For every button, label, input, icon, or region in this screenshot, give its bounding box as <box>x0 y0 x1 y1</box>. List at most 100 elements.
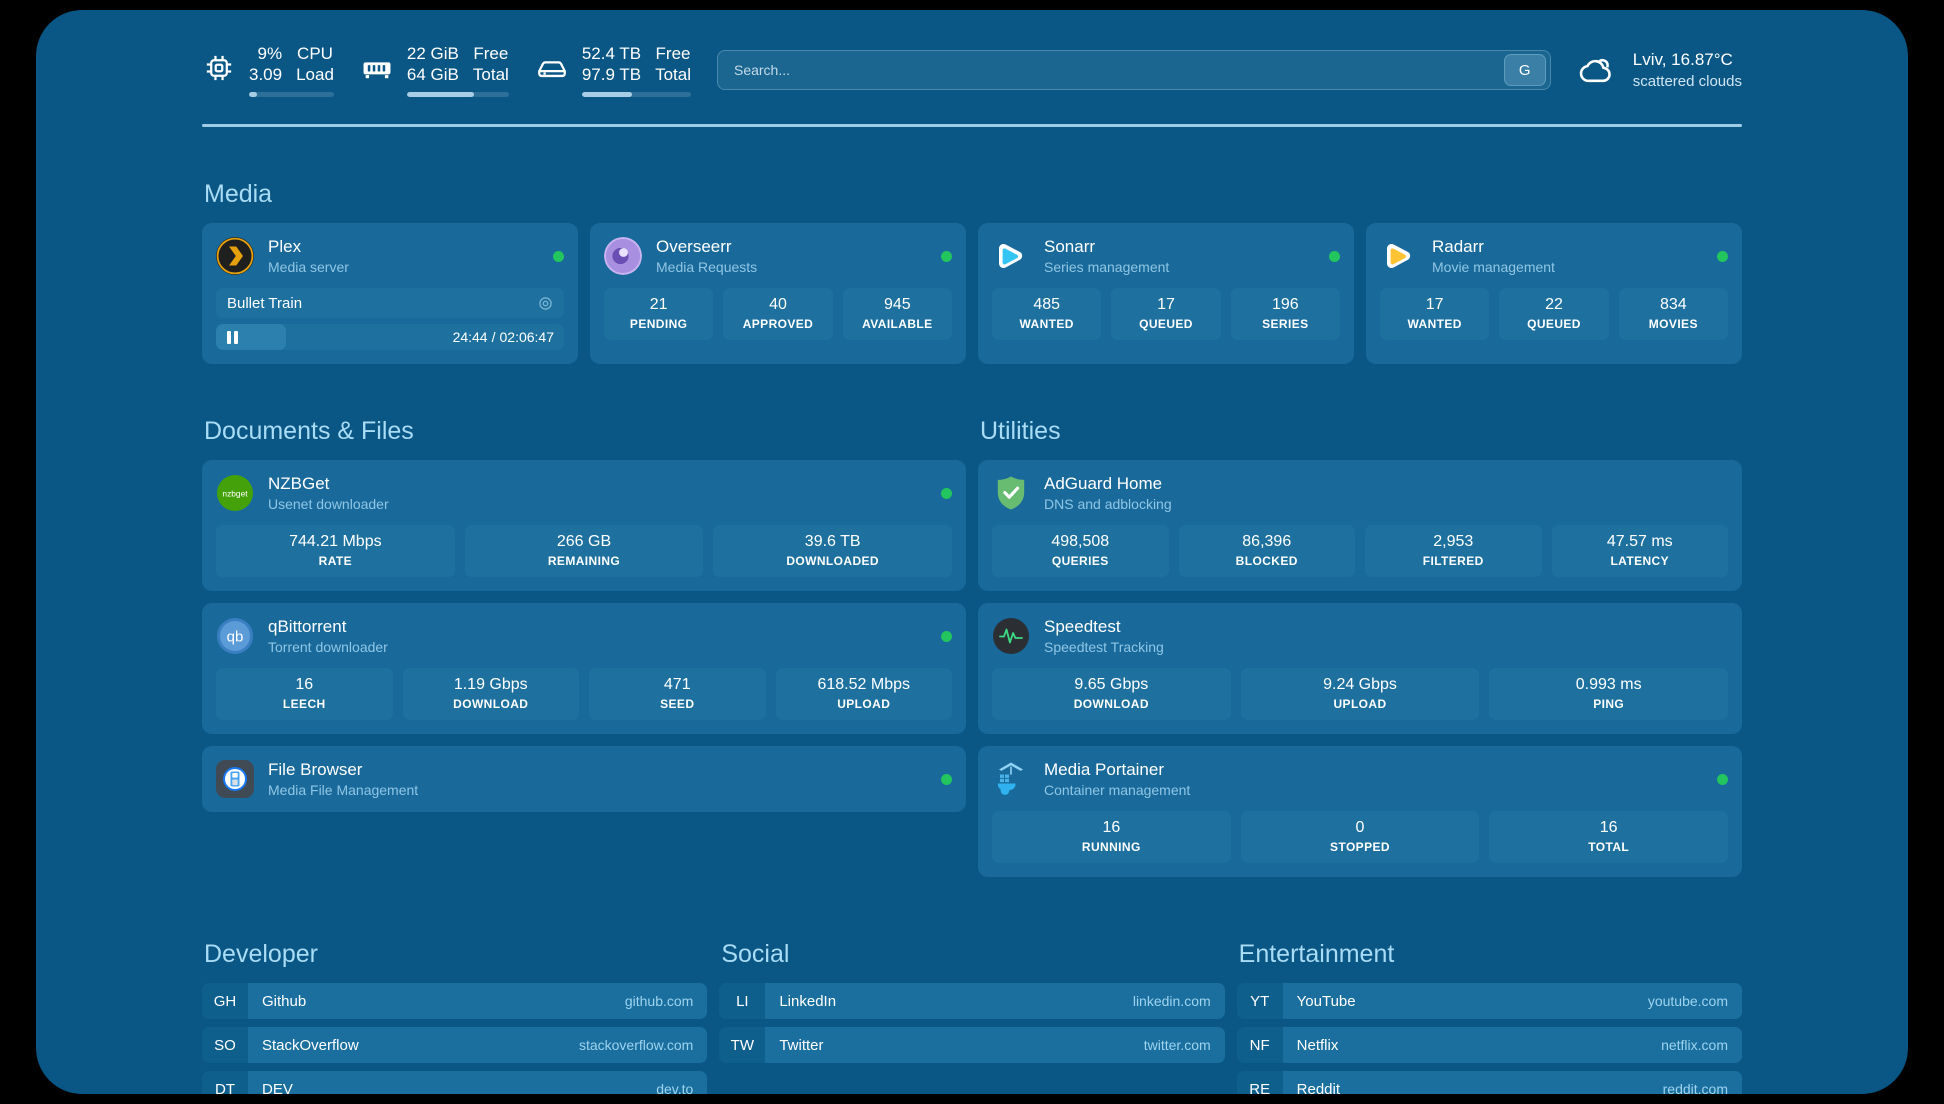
stat-value: 16 <box>1102 819 1121 836</box>
cpu-usage-value: 9% <box>257 44 283 63</box>
stat-label: SEED <box>660 697 695 711</box>
service-card-overseerr[interactable]: Overseerr Media Requests 21 PENDING 40 A… <box>590 223 966 364</box>
service-subtitle: DNS and adblocking <box>1044 496 1172 512</box>
status-indicator <box>941 630 952 642</box>
service-stats: 485 WANTED 17 QUEUED 196 SERIES <box>992 288 1340 340</box>
card-header: qb qBittorrent Torrent downloader <box>216 617 952 655</box>
service-card-speedtest[interactable]: Speedtest Speedtest Tracking 9.65 Gbps D… <box>978 603 1742 734</box>
stat-label: WANTED <box>1407 317 1462 331</box>
status-indicator <box>941 773 952 785</box>
service-subtitle: Media File Management <box>268 782 419 798</box>
stat-pending: 21 PENDING <box>604 288 714 340</box>
plex-icon <box>216 237 254 275</box>
stat-value: 618.52 Mbps <box>817 676 910 693</box>
stat-upload: 618.52 Mbps UPLOAD <box>775 668 952 720</box>
card-header: Speedtest Speedtest Tracking <box>992 617 1728 655</box>
status-indicator <box>553 250 564 262</box>
service-card-radarr[interactable]: Radarr Movie management 17 WANTED 22 QUE… <box>1366 223 1742 364</box>
disk-primary-label: Free <box>655 44 691 63</box>
bookmark-item-linkedin[interactable]: LI LinkedIn linkedin.com <box>719 983 1225 1019</box>
stat-ping: 0.993 ms PING <box>1489 668 1729 720</box>
memory-progress-bar <box>406 92 509 97</box>
bookmark-item-reddit[interactable]: RE Reddit reddit.com <box>1236 1071 1742 1094</box>
stat-label: WANTED <box>1019 317 1074 331</box>
gear-icon[interactable] <box>538 296 553 311</box>
now-playing-time: 24:44/02:06:47 <box>453 329 554 345</box>
stat-label: BLOCKED <box>1235 554 1298 568</box>
service-card-adguard-home[interactable]: AdGuard Home DNS and adblocking 498,508 … <box>978 460 1742 591</box>
disk-icon <box>535 51 569 85</box>
stat-latency: 47.57 ms LATENCY <box>1551 525 1728 577</box>
stat-disk: 52.4 TB 97.9 TB Free Total <box>535 43 691 97</box>
cpu-secondary-label: Load <box>296 65 334 84</box>
stat-value: 744.21 Mbps <box>289 533 382 550</box>
service-card-nzbget[interactable]: nzbget NZBGet Usenet downloader 74 <box>202 460 966 591</box>
service-card-plex[interactable]: Plex Media server Bullet Train <box>202 223 578 364</box>
service-stats: 16 LEECH 1.19 Gbps DOWNLOAD 471 SEED <box>216 668 952 720</box>
stat-value: 22 <box>1545 296 1563 313</box>
stat-value: 471 <box>663 676 691 693</box>
card-header: Sonarr Series management <box>992 237 1340 275</box>
bookmark-group-social: Social LI LinkedIn linkedin.com TW Twitt… <box>719 887 1225 1094</box>
service-card-sonarr[interactable]: Sonarr Series management 485 WANTED 17 Q… <box>978 223 1354 364</box>
search-engine-button[interactable]: G <box>1503 54 1546 86</box>
stat-value: 86,396 <box>1242 533 1292 550</box>
now-playing-title-row: Bullet Train <box>216 288 564 318</box>
bookmark-abbr: YT <box>1236 983 1283 1019</box>
stat-value: 17 <box>1425 296 1444 313</box>
cpu-icon <box>202 51 236 85</box>
bookmark-url: reddit.com <box>1662 1081 1728 1094</box>
service-card-qbittorrent[interactable]: qb qBittorrent Torrent downloader <box>202 603 966 734</box>
bookmark-item-github[interactable]: GH Github github.com <box>202 983 708 1019</box>
stat-label: FILTERED <box>1422 554 1484 568</box>
bookmark-url: stackoverflow.com <box>578 1037 694 1053</box>
now-playing-title: Bullet Train <box>227 294 303 312</box>
bookmark-item-twitter[interactable]: TW Twitter twitter.com <box>719 1027 1225 1063</box>
speedtest-icon <box>992 617 1030 655</box>
stat-label: DOWNLOADED <box>786 554 880 568</box>
utilities-column: Utilities AdGuard Home <box>978 364 1742 877</box>
stat-movies: 834 MOVIES <box>1618 288 1728 340</box>
pause-icon[interactable] <box>227 330 238 344</box>
card-header: Overseerr Media Requests <box>604 237 952 275</box>
lower-sections: Documents & Files nzbget <box>202 364 1742 877</box>
time-separator: / <box>491 329 496 345</box>
stat-label: PING <box>1593 697 1625 711</box>
stat-label: QUEUED <box>1527 317 1581 331</box>
bookmark-item-youtube[interactable]: YT YouTube youtube.com <box>1236 983 1742 1019</box>
card-header: File Browser Media File Management <box>216 760 952 798</box>
service-card-file-browser[interactable]: File Browser Media File Management <box>202 746 966 812</box>
stat-leech: 16 LEECH <box>216 668 393 720</box>
bookmark-name: YouTube <box>1296 992 1356 1010</box>
service-card-media-portainer[interactable]: Media Portainer Container management 16 … <box>978 746 1742 877</box>
card-header: Media Portainer Container management <box>992 760 1728 798</box>
plex-now-playing: Bullet Train 24:44/02:06:47 <box>216 288 564 350</box>
svg-text:nzbget: nzbget <box>222 489 248 499</box>
stat-value: 17 <box>1157 296 1175 313</box>
bookmark-abbr: DT <box>202 1071 248 1094</box>
service-name: Overseerr <box>656 237 732 256</box>
service-name: qBittorrent <box>268 617 347 636</box>
stat-label: APPROVED <box>742 317 814 331</box>
bookmark-item-netflix[interactable]: NF Netflix netflix.com <box>1236 1027 1742 1063</box>
bookmark-name: Twitter <box>779 1036 824 1054</box>
search-input[interactable] <box>716 50 1551 90</box>
stat-wanted: 17 WANTED <box>1380 288 1490 340</box>
stat-label: TOTAL <box>1588 840 1630 854</box>
stat-value: 16 <box>1599 819 1618 836</box>
disk-secondary-label: Total <box>655 65 691 84</box>
stat-label: DOWNLOAD <box>453 697 529 711</box>
stat-blocked: 86,396 BLOCKED <box>1178 525 1355 577</box>
bookmark-name: Netflix <box>1296 1036 1339 1054</box>
stat-remaining: 266 GB REMAINING <box>464 525 704 577</box>
bookmark-list: LI LinkedIn linkedin.com TW Twitter twit… <box>719 983 1225 1063</box>
stat-value: 1.19 Gbps <box>453 676 528 693</box>
bookmark-name: StackOverflow <box>262 1036 359 1054</box>
bookmark-item-stackoverflow[interactable]: SO StackOverflow stackoverflow.com <box>202 1027 708 1063</box>
filebrowser-icon <box>216 760 254 798</box>
bookmark-item-dev[interactable]: DT DEV dev.to <box>202 1071 708 1094</box>
service-name: NZBGet <box>268 474 330 493</box>
status-indicator <box>941 250 952 262</box>
now-playing-progress[interactable]: 24:44/02:06:47 <box>216 324 564 350</box>
stat-value: 485 <box>1033 296 1061 313</box>
